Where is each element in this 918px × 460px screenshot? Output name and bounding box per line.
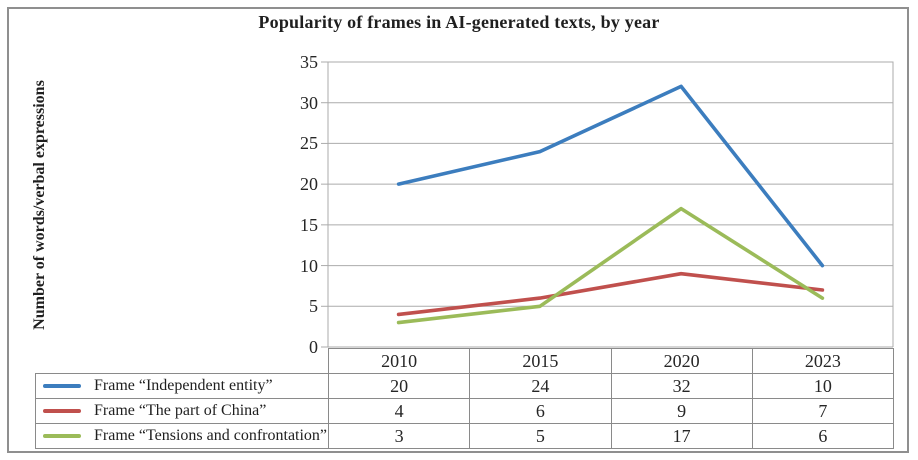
series-line-1 <box>396 84 825 268</box>
value-cell: 6 <box>469 399 610 423</box>
value-cell: 3 <box>328 424 469 448</box>
value-cell: 17 <box>610 424 752 448</box>
table-header-row: 2010 2015 2020 2023 <box>328 348 894 374</box>
legend-label: Frame “Independent entity” <box>94 377 273 394</box>
y-tick-label: 20 <box>300 174 318 195</box>
value-cell: 32 <box>610 374 752 398</box>
y-tick-label: 35 <box>300 52 318 72</box>
table-body: Frame “Independent entity” 20 24 32 10 Frame … <box>35 373 894 449</box>
value-cell: 24 <box>469 374 610 398</box>
value-cell: 7 <box>751 399 893 423</box>
legend-label: Frame “Tensions and confrontation” <box>94 427 328 444</box>
value-cell: 6 <box>751 424 893 448</box>
legend-line-icon <box>43 409 81 413</box>
y-tick-label: 10 <box>300 255 318 276</box>
y-tick-label: 25 <box>300 133 318 154</box>
table-row: Frame “The part of China” 4 6 9 7 <box>36 399 893 424</box>
legend-cell: Frame “Tensions and confrontation” <box>36 424 328 448</box>
value-cell: 10 <box>751 374 893 398</box>
table-header-cell: 2010 <box>381 351 418 371</box>
chart-title: Popularity of frames in AI-generated tex… <box>258 12 660 32</box>
value-cell: 4 <box>328 399 469 423</box>
legend-line-icon <box>43 384 81 388</box>
value-cell: 20 <box>328 374 469 398</box>
y-tick-label: 15 <box>300 214 318 235</box>
y-tick-label: 30 <box>300 92 318 113</box>
value-cell: 5 <box>469 424 610 448</box>
plot-border <box>327 61 894 347</box>
table-header-cell: 2020 <box>610 349 752 373</box>
legend-cell: Frame “Independent entity” <box>36 374 328 398</box>
table-header-cell: 2015 <box>469 349 610 373</box>
legend-label: Frame “The part of China” <box>94 402 267 419</box>
table-row: Frame “Independent entity” 20 24 32 10 <box>36 374 893 399</box>
series-line-3 <box>396 206 825 325</box>
legend-cell: Frame “The part of China” <box>36 399 328 423</box>
y-tick-label: 0 <box>309 337 318 357</box>
y-tick-label: 5 <box>309 296 318 317</box>
series-line-2 <box>396 271 825 317</box>
table-row: Frame “Tensions and confrontation” 3 5 17 6 <box>36 424 893 448</box>
value-cell: 9 <box>610 399 752 423</box>
table-header-cell: 2023 <box>751 349 893 373</box>
legend-line-icon <box>43 434 81 438</box>
